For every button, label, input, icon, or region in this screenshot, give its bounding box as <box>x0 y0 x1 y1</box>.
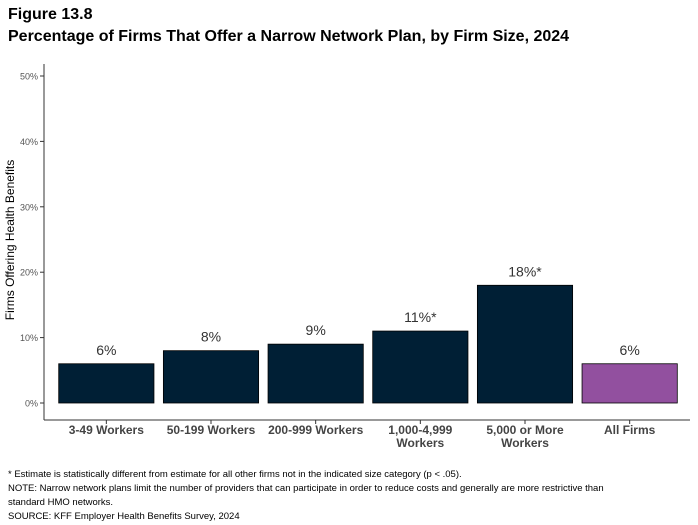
bar <box>476 284 574 404</box>
data-label: 8% <box>201 329 221 345</box>
bar <box>162 350 260 404</box>
x-tick-label: 200-999 Workers <box>268 423 364 437</box>
data-label: 6% <box>96 342 116 358</box>
y-tick-label: 30% <box>20 202 38 212</box>
data-label: 11%* <box>404 309 437 325</box>
notes: * Estimate is statistically different fr… <box>8 468 638 524</box>
chart: Firms Offering Health Benefits 0% 10% 20% 3… <box>3 64 690 424</box>
bar <box>581 363 678 404</box>
y-tick-label: 20% <box>20 268 38 278</box>
x-tick-label: 50-199 Workers <box>166 423 256 437</box>
note: NOTE: Narrow network plans limit the num… <box>8 483 604 508</box>
note: SOURCE: KFF Employer Health Benefits Sur… <box>8 511 240 522</box>
data-label: 6% <box>620 342 640 358</box>
y-tick-label: 50% <box>20 72 38 82</box>
data-label: 18%* <box>508 263 542 279</box>
x-tick-label: 3-49 Workers <box>68 423 144 437</box>
chart-title: Percentage of Firms That Offer a Narrow … <box>8 28 570 45</box>
data-label: 9% <box>306 322 326 338</box>
bar <box>58 363 155 404</box>
y-tick-label: 10% <box>20 333 38 343</box>
figure-label: Figure 13.8 <box>8 6 93 23</box>
y-tick-label: 0% <box>25 399 38 409</box>
y-axis-label: Firms Offering Health Benefits <box>3 160 17 321</box>
bar <box>267 343 364 404</box>
x-tick-label: 1,000-4,999 Workers <box>388 423 453 450</box>
bar <box>372 330 469 404</box>
y-tick-label: 40% <box>20 137 38 147</box>
note: * Estimate is statistically different fr… <box>8 469 462 480</box>
x-tick-label: 5,000 or More Workers <box>486 423 564 450</box>
x-tick-label: All Firms <box>603 423 656 437</box>
